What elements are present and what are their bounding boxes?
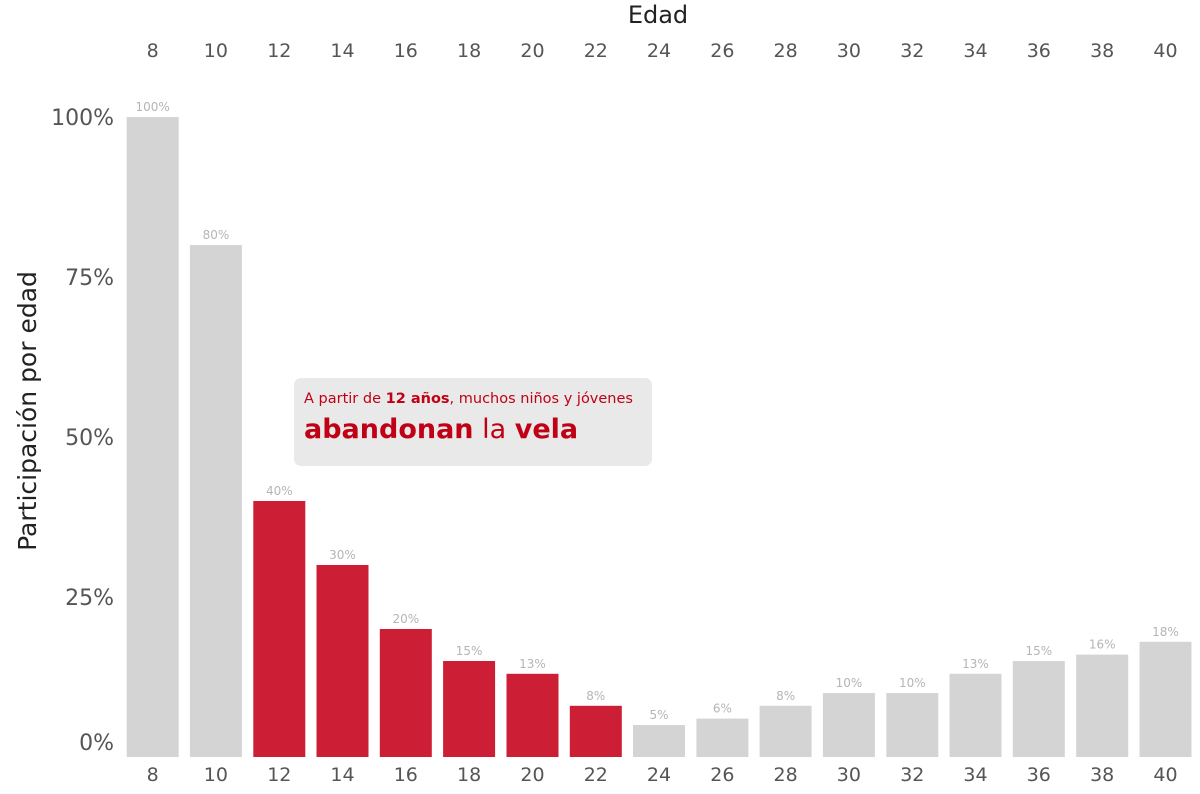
x-tick-top-26: 26 <box>710 40 734 62</box>
data-label-38: 16% <box>1089 638 1116 652</box>
bar-14 <box>316 565 369 757</box>
x-tick-bottom-38: 38 <box>1090 764 1114 786</box>
data-label-28: 8% <box>776 689 795 703</box>
data-label-32: 10% <box>899 676 926 690</box>
x-tick-bottom-18: 18 <box>457 764 481 786</box>
x-tick-bottom-26: 26 <box>710 764 734 786</box>
data-label-36: 15% <box>1025 644 1052 658</box>
data-label-12: 40% <box>266 484 293 498</box>
bar-12 <box>253 501 306 757</box>
x-tick-top-38: 38 <box>1090 40 1114 62</box>
x-tick-bottom-8: 8 <box>147 764 159 786</box>
x-tick-top-32: 32 <box>900 40 924 62</box>
x-tick-top-28: 28 <box>774 40 798 62</box>
x-axis-title: Edad <box>628 1 688 29</box>
x-tick-top-12: 12 <box>267 40 291 62</box>
x-tick-bottom-10: 10 <box>204 764 228 786</box>
bar-26 <box>696 718 749 757</box>
data-label-20: 13% <box>519 657 546 671</box>
y-tick-25-pct: 25% <box>65 586 114 611</box>
data-label-18: 15% <box>456 644 483 658</box>
data-label-24: 5% <box>649 708 668 722</box>
annotation-line-2: abandonan la vela <box>304 411 652 449</box>
data-label-40: 18% <box>1152 625 1179 639</box>
bars <box>126 117 1192 757</box>
y-tick-100-pct: 100% <box>51 106 114 131</box>
bar-10 <box>189 245 242 757</box>
x-tick-bottom-28: 28 <box>774 764 798 786</box>
annotation-bold-text: vela <box>514 414 579 445</box>
bar-20 <box>506 673 559 757</box>
data-label-34: 13% <box>962 657 989 671</box>
x-tick-bottom-36: 36 <box>1027 764 1051 786</box>
data-label-16: 20% <box>392 612 419 626</box>
data-labels: 100% 80% 40% 30% 20% 15% 13% 8% 5% 6% 8% 10% 10% 13% 1… <box>136 100 1179 722</box>
annotation-text: A partir de <box>304 391 386 407</box>
bar-16 <box>379 629 432 757</box>
bar-24 <box>633 725 685 757</box>
bar-32 <box>886 693 939 757</box>
bar-18 <box>443 661 496 757</box>
bar-8 <box>126 117 179 757</box>
data-label-8: 100% <box>136 100 170 114</box>
x-tick-labels-top: 8 10 12 14 16 18 20 22 24 26 28 30 32 34 36 38 40 <box>147 40 1178 62</box>
y-tick-50-pct: 50% <box>65 426 114 451</box>
x-tick-bottom-16: 16 <box>394 764 418 786</box>
bar-38 <box>1076 654 1129 757</box>
x-tick-top-18: 18 <box>457 40 481 62</box>
x-tick-top-24: 24 <box>647 40 671 62</box>
data-label-10: 80% <box>203 228 230 242</box>
y-tick-0-pct: 0% <box>79 731 114 756</box>
data-label-26: 6% <box>713 702 732 716</box>
y-tick-75-pct: 75% <box>65 266 114 291</box>
x-tick-top-30: 30 <box>837 40 861 62</box>
x-tick-bottom-30: 30 <box>837 764 861 786</box>
x-tick-bottom-20: 20 <box>520 764 544 786</box>
data-label-30: 10% <box>836 676 863 690</box>
x-tick-bottom-24: 24 <box>647 764 671 786</box>
y-tick-labels: 0% 25% 50% 75% 100% <box>51 106 114 756</box>
data-label-14: 30% <box>329 548 356 562</box>
annotation-bold-text: 12 años <box>385 391 450 407</box>
annotation-text: la <box>473 414 515 445</box>
annotation-text: , muchos niños y jóvenes <box>449 391 633 407</box>
annotation-box: A partir de 12 años, muchos niños y jóve… <box>294 378 652 466</box>
x-tick-top-36: 36 <box>1027 40 1051 62</box>
x-tick-top-40: 40 <box>1153 40 1177 62</box>
y-axis-title: Participación por edad <box>13 271 42 551</box>
x-tick-top-16: 16 <box>394 40 418 62</box>
x-tick-top-22: 22 <box>584 40 608 62</box>
x-tick-bottom-34: 34 <box>963 764 987 786</box>
bar-36 <box>1012 661 1065 757</box>
data-label-22: 8% <box>586 689 605 703</box>
bar-22 <box>569 705 622 757</box>
x-tick-bottom-22: 22 <box>584 764 608 786</box>
bar-40 <box>1139 641 1192 757</box>
bar-30 <box>822 693 875 757</box>
x-tick-labels-bottom: 8 10 12 14 16 18 20 22 24 26 28 30 32 34 36 38 40 <box>147 764 1178 786</box>
annotation-line-1: A partir de 12 años, muchos niños y jóve… <box>304 389 652 409</box>
x-tick-top-20: 20 <box>520 40 544 62</box>
annotation-bold-text: abandonan <box>304 414 474 445</box>
x-tick-bottom-40: 40 <box>1153 764 1177 786</box>
x-tick-top-10: 10 <box>204 40 228 62</box>
x-tick-top-14: 14 <box>330 40 354 62</box>
x-tick-bottom-32: 32 <box>900 764 924 786</box>
x-tick-bottom-14: 14 <box>330 764 354 786</box>
x-tick-top-8: 8 <box>147 40 159 62</box>
x-tick-bottom-12: 12 <box>267 764 291 786</box>
bar-28 <box>759 705 812 757</box>
bar-34 <box>949 673 1002 757</box>
x-tick-top-34: 34 <box>963 40 987 62</box>
